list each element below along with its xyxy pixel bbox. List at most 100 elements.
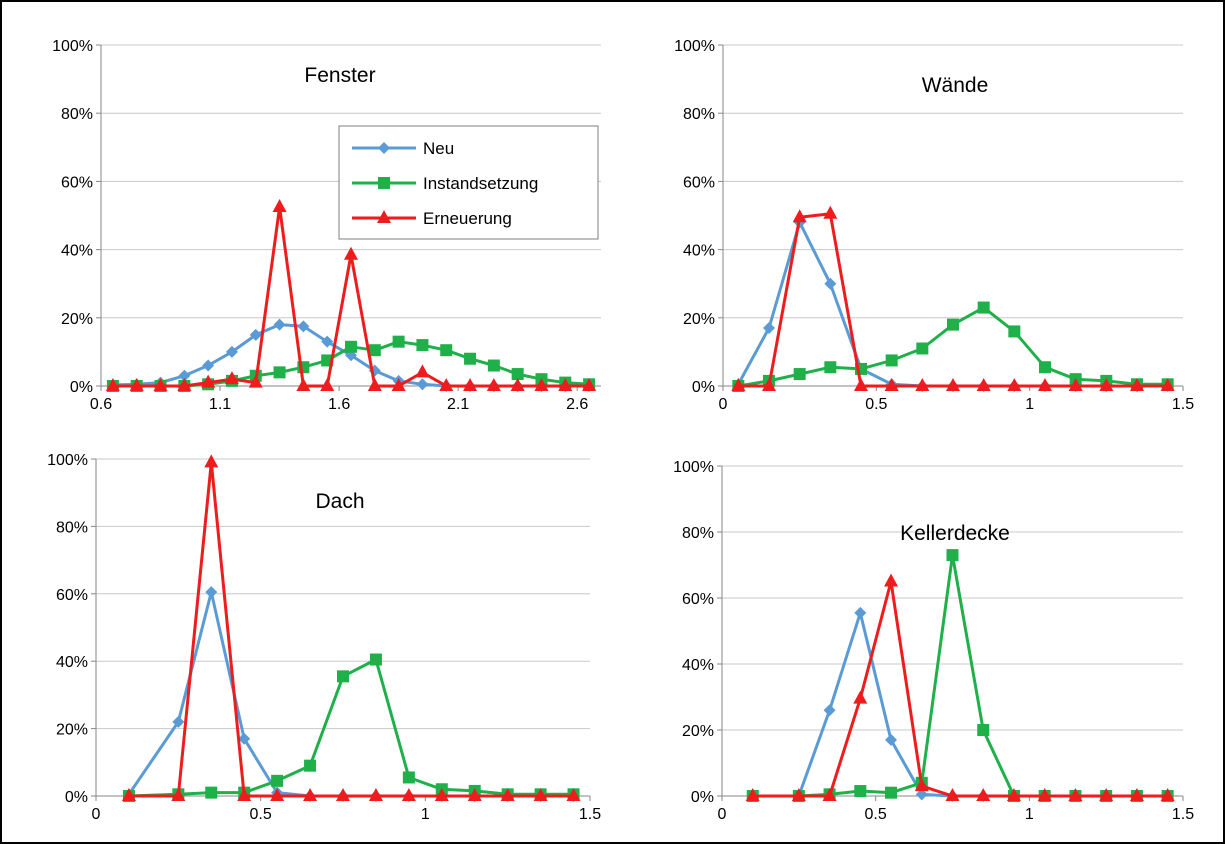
y-tick-label: 40% xyxy=(683,243,715,260)
data-point xyxy=(566,788,581,801)
x-tick-label: 1.5 xyxy=(1172,396,1194,413)
y-tick-label: 80% xyxy=(683,106,715,123)
data-point xyxy=(321,335,334,348)
data-point xyxy=(946,378,960,391)
series-line xyxy=(752,580,1168,798)
panel-title: Kellerdecke xyxy=(900,522,1010,545)
y-tick-label: 60% xyxy=(682,591,714,608)
x-tick-label: 1 xyxy=(421,806,430,823)
x-tick-label: 0.5 xyxy=(250,806,272,823)
legend-label: Neu xyxy=(423,139,454,158)
data-point xyxy=(345,340,357,353)
data-point xyxy=(205,586,218,599)
panel-4: 0% 20% 40% 60% 80% 100% 0 0.5 1 1.5 Kellerdecke xyxy=(673,459,1194,823)
y-tick-label: 0% xyxy=(692,379,715,396)
series-instandsetzung xyxy=(732,301,1174,392)
data-point xyxy=(1037,788,1052,801)
data-point xyxy=(511,368,524,381)
data-point xyxy=(791,788,806,801)
data-point xyxy=(303,788,318,801)
panel-3: 0% 20% 40% 60% 80% 100% 0 0.5 1 1.5 Dach xyxy=(47,452,601,823)
legend-label: Instandsetzung xyxy=(423,174,538,193)
panel-title: Dach xyxy=(315,490,364,513)
data-point xyxy=(224,371,239,385)
data-point xyxy=(885,354,898,367)
data-point xyxy=(823,205,838,219)
data-point xyxy=(273,366,286,379)
data-point xyxy=(401,788,416,801)
series-line xyxy=(128,658,574,798)
data-point xyxy=(297,320,310,333)
y-tick-label: 20% xyxy=(56,722,88,739)
data-point xyxy=(915,788,928,801)
y-tick-label: 20% xyxy=(682,723,714,740)
data-point xyxy=(238,732,251,745)
data-point xyxy=(416,378,429,391)
panel-title: Wände xyxy=(922,74,989,97)
data-point xyxy=(368,344,381,357)
data-point xyxy=(915,378,930,391)
y-tick-label: 80% xyxy=(682,525,714,542)
y-tick-label: 0% xyxy=(70,379,93,396)
data-point xyxy=(1160,378,1175,391)
data-point xyxy=(976,378,991,391)
data-point xyxy=(854,378,868,391)
series-neu xyxy=(122,586,580,802)
data-point xyxy=(439,378,454,391)
y-tick-label: 100% xyxy=(673,459,714,476)
data-point xyxy=(392,335,405,348)
data-point xyxy=(467,788,482,801)
legend-marker xyxy=(377,210,391,223)
data-point xyxy=(1160,788,1175,801)
data-point xyxy=(434,788,449,801)
data-point xyxy=(1007,378,1022,391)
data-point xyxy=(344,246,358,260)
data-point xyxy=(582,378,597,391)
y-tick-label: 60% xyxy=(683,174,715,191)
legend-marker xyxy=(378,142,390,154)
x-tick-label: 1 xyxy=(1025,806,1034,823)
data-point xyxy=(336,788,350,801)
data-point xyxy=(558,378,573,391)
series-line xyxy=(752,553,1168,798)
series-instandsetzung xyxy=(106,335,596,392)
x-tick-label: 0.5 xyxy=(865,396,887,413)
data-point xyxy=(534,378,549,391)
data-point xyxy=(976,788,991,801)
y-tick-label: 40% xyxy=(682,657,714,674)
data-point xyxy=(763,322,775,335)
series-line xyxy=(128,460,574,798)
y-tick-label: 0% xyxy=(691,789,714,806)
data-point xyxy=(885,733,898,746)
series-neu xyxy=(732,216,1174,392)
legend-label: Erneuerung xyxy=(423,209,512,228)
data-point xyxy=(249,328,262,341)
data-point xyxy=(884,573,899,587)
data-point xyxy=(440,344,453,357)
data-point xyxy=(391,378,406,391)
x-tick-label: 1.6 xyxy=(328,396,350,413)
data-point xyxy=(793,368,806,381)
data-point xyxy=(273,318,286,331)
data-point xyxy=(946,549,959,562)
data-point xyxy=(1099,378,1114,391)
series-line xyxy=(736,220,1168,388)
data-point xyxy=(416,339,429,352)
data-point xyxy=(916,342,929,355)
data-point xyxy=(1038,378,1052,391)
series-erneuerung xyxy=(121,454,581,801)
x-tick-label: 2.1 xyxy=(447,396,469,413)
data-point xyxy=(105,378,120,391)
data-point xyxy=(177,378,192,391)
data-point xyxy=(121,788,136,801)
y-tick-label: 40% xyxy=(61,243,93,260)
data-point xyxy=(153,378,168,391)
data-point xyxy=(304,759,317,772)
series-neu xyxy=(746,606,1174,802)
y-tick-label: 100% xyxy=(674,38,715,55)
data-point xyxy=(854,785,867,798)
data-point xyxy=(792,209,807,223)
data-point xyxy=(824,277,837,290)
y-tick-label: 20% xyxy=(683,311,715,328)
